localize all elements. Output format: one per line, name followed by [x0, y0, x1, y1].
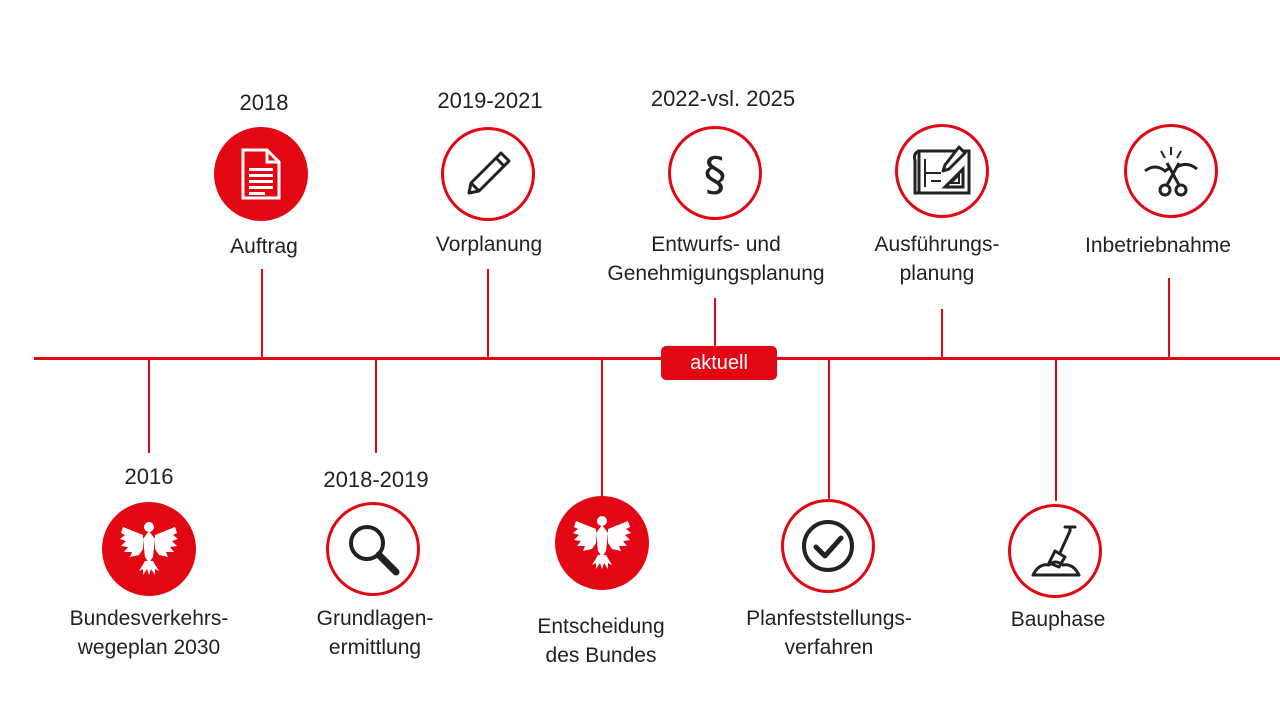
milestone-year: 2016	[124, 464, 174, 489]
stem-planfeststellung	[828, 360, 830, 499]
paragraph-icon: §	[695, 144, 735, 202]
milestone-year: 2022-vsl. 2025	[650, 86, 796, 111]
milestone-label: Grundlagen- ermittlung	[316, 607, 434, 659]
milestone-label: Inbetriebnahme	[1085, 234, 1231, 257]
milestone-icon-circle	[441, 127, 535, 221]
stem-bauphase	[1055, 360, 1057, 501]
milestone-icon-circle	[1008, 504, 1102, 598]
milestone-year: 2018	[239, 90, 289, 115]
milestone-icon-circle	[214, 127, 308, 221]
stem-entwurfsplanung	[714, 298, 716, 346]
federal-eagle-icon	[117, 519, 181, 579]
milestone-icon-circle	[102, 502, 196, 596]
milestone-label: Bundesverkehrs- wegeplan 2030	[69, 607, 229, 659]
magnifier-icon	[344, 520, 402, 578]
document-icon	[239, 148, 283, 200]
milestone-label: Entwurfs- und Genehmigungsplanung	[607, 233, 825, 285]
timeline-axis	[34, 357, 1280, 360]
milestone-label: Bauphase	[1010, 608, 1106, 631]
milestone-icon-circle	[1124, 124, 1218, 218]
stem-inbetriebnahme	[1168, 278, 1170, 357]
milestone-icon-circle	[326, 502, 420, 596]
stem-grundlagenermittlung	[375, 360, 377, 453]
stem-vorplanung	[487, 269, 489, 357]
stem-auftrag	[261, 269, 263, 357]
stem-ausfuehrungsplanung	[941, 309, 943, 357]
stem-entscheidung	[601, 360, 603, 496]
ribbon-cutting-icon	[1141, 141, 1201, 201]
shovel-icon	[1027, 523, 1083, 579]
milestone-icon-circle	[895, 124, 989, 218]
milestone-icon-circle	[555, 496, 649, 590]
milestone-icon-circle: §	[668, 126, 762, 220]
svg-text:§: §	[704, 147, 727, 201]
milestone-label: Entscheidung des Bundes	[537, 615, 665, 667]
federal-eagle-icon	[570, 513, 634, 573]
checkmark-icon	[799, 517, 857, 575]
milestone-icon-circle	[781, 499, 875, 593]
pencil-icon	[461, 147, 515, 201]
milestone-label: Vorplanung	[435, 233, 543, 256]
milestone-label: Planfeststellungs- verfahren	[746, 607, 912, 659]
milestone-year: 2018-2019	[323, 467, 429, 492]
blueprint-icon	[911, 143, 973, 199]
milestone-label: Ausführungs- planung	[874, 233, 1000, 285]
milestone-label: Auftrag	[230, 235, 298, 258]
milestone-year: 2019-2021	[437, 88, 543, 113]
stem-bundesverkehrswegeplan	[148, 360, 150, 453]
current-phase-badge: aktuell	[661, 346, 777, 380]
